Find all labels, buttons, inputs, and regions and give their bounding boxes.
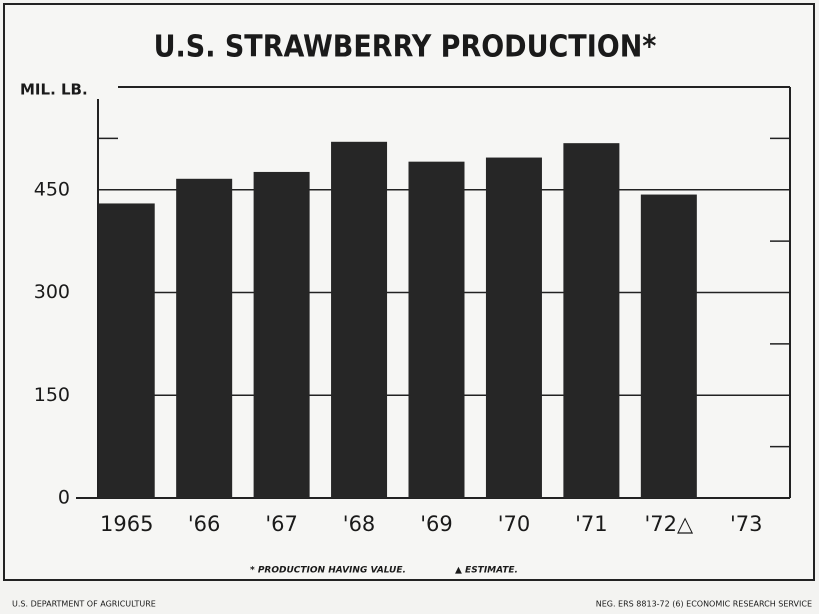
footnote: * PRODUCTION HAVING VALUE.	[250, 566, 406, 576]
x-tick-label: '67	[265, 512, 298, 536]
bar	[640, 194, 697, 499]
y-axis-label: MIL. LB.	[20, 81, 88, 99]
footer-left: U.S. DEPARTMENT OF AGRICULTURE	[12, 600, 156, 609]
x-tick-label: '69	[420, 512, 453, 536]
x-tick-label: '73	[730, 512, 763, 536]
y-tick-label: 150	[34, 384, 70, 406]
x-tick-label: 1965	[100, 512, 153, 536]
x-tick-label: '66	[188, 512, 221, 536]
footnote: ▲ ESTIMATE.	[455, 566, 518, 576]
x-tick-label: '70	[498, 512, 531, 536]
bar	[253, 171, 310, 498]
y-tick-label: 0	[58, 487, 70, 509]
x-tick-label: '68	[343, 512, 376, 536]
bar	[408, 161, 465, 499]
x-tick-label: '71	[575, 512, 608, 536]
bar	[563, 143, 620, 499]
chart-title: U.S. STRAWBERRY PRODUCTION*	[154, 30, 657, 65]
y-tick-label: 450	[34, 178, 70, 200]
bar	[98, 203, 155, 498]
bar	[331, 141, 388, 499]
footer-right: NEG. ERS 8813-72 (6) ECONOMIC RESEARCH S…	[596, 600, 812, 609]
bar	[485, 157, 542, 498]
bar	[176, 178, 233, 499]
x-tick-label: '72△	[645, 512, 694, 536]
y-tick-label: 300	[34, 281, 70, 303]
